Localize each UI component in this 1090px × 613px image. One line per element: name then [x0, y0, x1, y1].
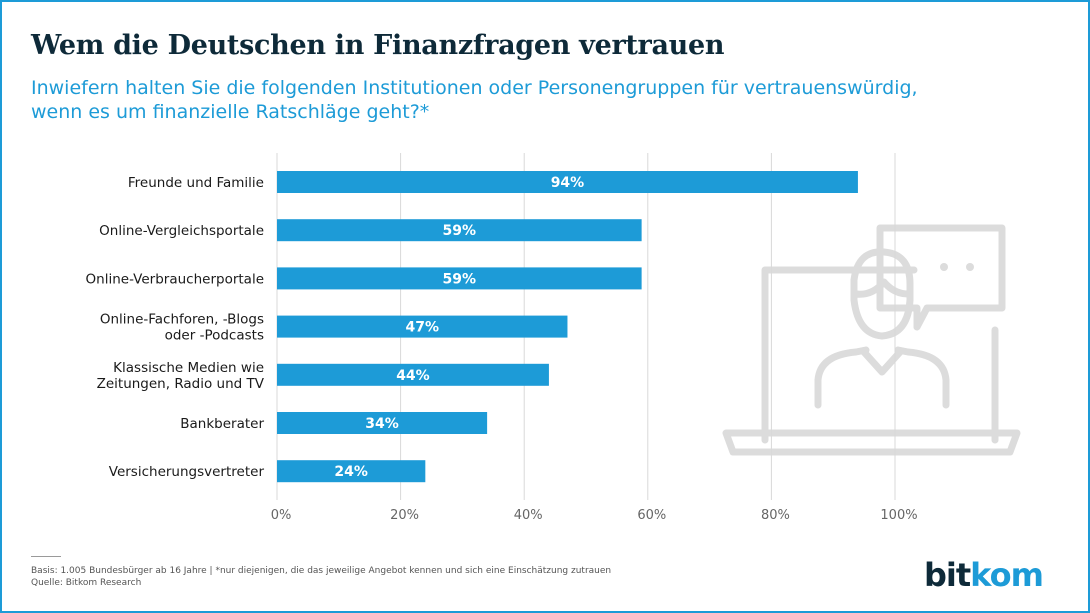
- person-head-icon: [850, 248, 914, 340]
- bitkom-logo: bitkom: [924, 556, 1044, 594]
- bar: [277, 315, 568, 338]
- category-label: Zeitungen, Radio und TV: [97, 376, 265, 392]
- bar-value-label: 59%: [443, 223, 477, 239]
- logo-part-1: bit: [924, 556, 971, 594]
- bar: [277, 412, 488, 434]
- person-collar: [860, 348, 904, 376]
- chart-bars: 94% 59% 59% 47% 44% 34% 24%: [277, 171, 858, 483]
- chart-subtitle: Inwiefern halten Sie die folgenden Insti…: [31, 76, 931, 124]
- category-label: oder -Podcasts: [165, 328, 264, 344]
- footer-divider: [31, 556, 61, 557]
- bubble-dot-2: [966, 263, 974, 271]
- bar-value-label: 34%: [365, 416, 399, 432]
- category-label: Bankberater: [180, 416, 264, 432]
- person-at-laptop-illustration: [722, 224, 1021, 456]
- bar: [277, 363, 549, 386]
- person-left-shoulder: [814, 346, 870, 409]
- x-tick-label: 100%: [880, 508, 917, 523]
- bar-value-label: 47%: [405, 320, 439, 336]
- bar-value-label: 44%: [396, 368, 430, 384]
- x-tick-label: 0%: [271, 508, 292, 523]
- footnote: Basis: 1.005 Bundesbürger ab 16 Jahre | …: [31, 565, 611, 589]
- category-label: Versicherungsvertreter: [109, 464, 265, 480]
- logo-part-2: kom: [970, 556, 1044, 594]
- chart-x-tick-labels: 0% 20% 40% 60% 80% 100%: [271, 508, 918, 523]
- chart-category-labels: Freunde und Familie Online-Vergleichsport…: [86, 175, 265, 480]
- bubble-dot-1: [940, 263, 948, 271]
- subtitle-line-1: Inwiefern halten Sie die folgenden Insti…: [31, 77, 918, 99]
- x-tick-label: 80%: [761, 508, 790, 523]
- category-label: Online-Verbraucherportale: [86, 271, 264, 287]
- category-label: Online-Fachforen, -Blogs: [100, 312, 264, 328]
- footnote-source: Quelle: Bitkom Research: [31, 578, 142, 588]
- bar: [277, 267, 642, 290]
- bar-value-label: 24%: [334, 464, 368, 480]
- x-tick-label: 60%: [637, 508, 666, 523]
- laptop-screen-outline: [761, 266, 918, 444]
- category-label: Freunde und Familie: [128, 175, 264, 191]
- category-label: Klassische Medien wie: [113, 360, 264, 376]
- bar: [277, 171, 858, 193]
- person-hair-icon: [852, 278, 912, 298]
- footnote-basis: Basis: 1.005 Bundesbürger ab 16 Jahre | …: [31, 566, 612, 576]
- subtitle-line-2: wenn es um finanzielle Ratschläge geht?*: [31, 101, 430, 123]
- speech-bubble-icon: [876, 224, 1006, 331]
- x-tick-label: 40%: [514, 508, 543, 523]
- laptop-base: [722, 429, 1021, 456]
- person-right-shoulder: [894, 346, 950, 409]
- bar: [277, 460, 426, 483]
- category-label: Online-Vergleichsportale: [99, 223, 264, 239]
- bar: [277, 219, 642, 242]
- x-tick-label: 20%: [390, 508, 419, 523]
- bar-value-label: 59%: [443, 271, 477, 287]
- page-title: Wem die Deutschen in Finanzfragen vertra…: [31, 30, 725, 61]
- bar-value-label: 94%: [551, 175, 585, 191]
